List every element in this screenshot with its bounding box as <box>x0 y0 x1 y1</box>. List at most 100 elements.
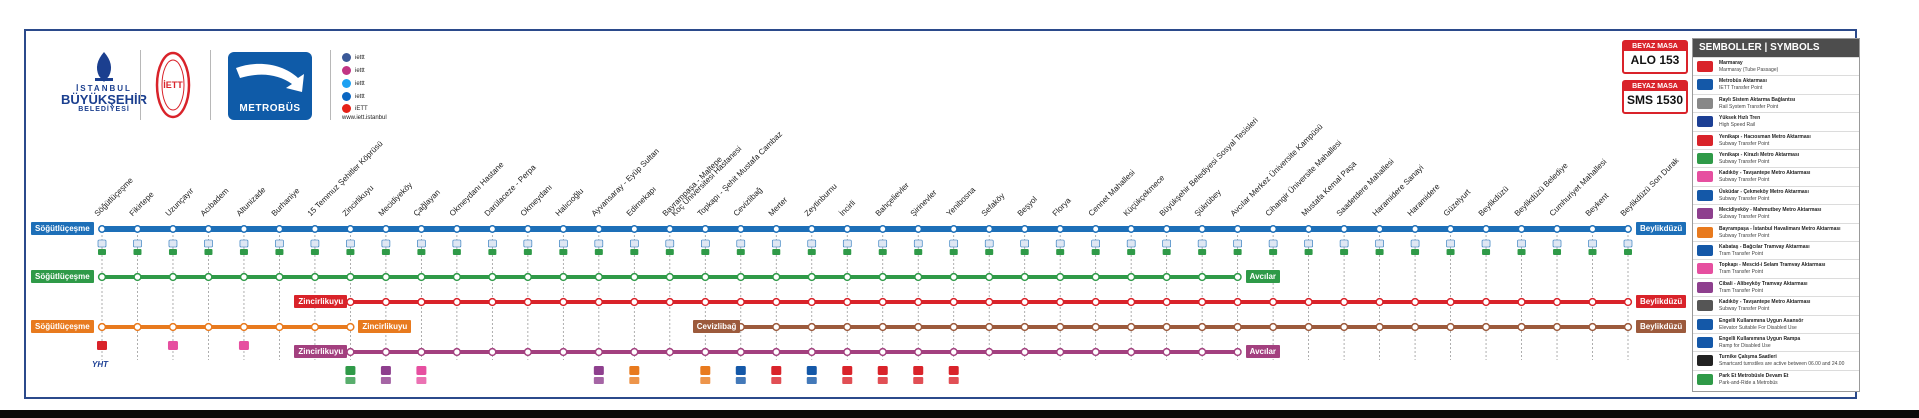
station-dot <box>1517 225 1526 233</box>
station-dot <box>772 225 781 233</box>
station-dot <box>346 322 355 332</box>
elevator-icon <box>949 239 959 248</box>
legend-symbol-icon <box>1697 61 1713 72</box>
turnstile-icon <box>239 249 248 255</box>
website-link[interactable]: www.iett.istanbul <box>342 115 387 121</box>
station-dot <box>1127 347 1136 357</box>
legend-item-name: Engelli Kullanımına Uygun Rampa <box>1719 336 1801 342</box>
metro-line-badge <box>948 377 959 384</box>
station-dot <box>1552 322 1562 332</box>
legend-item: Raylı Sistem Aktarma Bağlantısı Rail Syst… <box>1693 93 1859 113</box>
elevator-icon <box>1162 239 1171 248</box>
elevator-icon <box>97 239 107 248</box>
station-dot <box>346 225 355 233</box>
legend-symbol-icon <box>1697 281 1713 293</box>
social-linkedin[interactable]: iettt <box>342 92 365 101</box>
metrobus-logo: METROBÜS <box>228 52 312 120</box>
station-dot <box>1411 225 1420 233</box>
station-dot <box>133 272 142 282</box>
turnstile-icon <box>275 249 284 255</box>
legend-symbol-icon <box>1697 134 1713 146</box>
station-dot <box>630 347 639 357</box>
station-dot <box>1269 225 1278 233</box>
bottom-bar <box>0 410 1919 418</box>
station-dot <box>1162 225 1171 233</box>
turnstile-icon <box>1340 249 1349 255</box>
station-dot <box>452 297 462 307</box>
elevator-icon <box>1020 239 1029 248</box>
station-dot <box>807 297 816 307</box>
legend-symbol-icon <box>1697 116 1713 128</box>
elevator-icon <box>1055 239 1065 248</box>
tulip-icon <box>95 52 113 82</box>
route-orange-end-label: Zincirlikuyu <box>358 320 412 333</box>
station-dot <box>807 322 816 332</box>
turnstile-icon <box>381 249 390 255</box>
station-dot <box>701 347 710 357</box>
metro-transfer-icon <box>913 366 924 375</box>
station-dot <box>381 347 391 357</box>
legend-item: Marmaray Marmaray (Tube Passage) <box>1693 57 1859 76</box>
station-dot <box>630 225 639 233</box>
legend-item-name: Kabataş - Bağcılar Tramvay Aktarması <box>1719 244 1810 250</box>
legend-item-name: Topkapı - Mescid-i Selam Tramvay Aktarma… <box>1719 262 1826 269</box>
legend-symbol-icon <box>1697 226 1713 238</box>
elevator-icon <box>275 239 284 248</box>
station-dot <box>1375 322 1384 332</box>
station-dot <box>97 322 107 332</box>
social-twitter[interactable]: iettt <box>342 79 365 88</box>
station-dot <box>1127 322 1136 332</box>
elevator-icon <box>1481 239 1491 248</box>
route-green-start-label: Söğütlüçeşme <box>31 270 94 283</box>
legend-item-name: Raylı Sistem Aktarma Bağlantısı <box>1719 96 1796 103</box>
legend-item-name: Üsküdar - Çekmeköy Metro Aktarması <box>1719 188 1809 195</box>
legend-item-english: Subway Transfer Point <box>1719 306 1770 313</box>
station-dot <box>878 347 887 357</box>
social-youtube[interactable]: iETT <box>342 104 368 113</box>
instagram-icon <box>342 66 351 75</box>
station-dot <box>417 297 426 307</box>
station-dot <box>1127 272 1136 282</box>
station-dot <box>523 272 533 282</box>
elevator-icon <box>310 239 320 248</box>
metro-transfer-icon <box>380 366 391 375</box>
legend-item: Bayrampaşa - İstanbul Havalimanı Metro A… <box>1693 222 1859 242</box>
turnstile-icon <box>1553 249 1562 255</box>
legend-item: Engelli Kullanımına Uygun Rampa Ramp for … <box>1693 333 1859 352</box>
station-dot <box>736 297 745 307</box>
station-dot <box>1020 322 1029 332</box>
turnstile-icon <box>1091 249 1100 255</box>
station-dot <box>1127 225 1136 233</box>
legend-symbol-icon <box>1697 171 1713 183</box>
legend-symbol-icon <box>1697 355 1713 367</box>
elevator-icon <box>1233 239 1242 248</box>
legend-item-name: Park Et Metrobüsle Devam Et <box>1719 372 1789 379</box>
metro-transfer-icon <box>842 366 853 375</box>
station-dot <box>878 297 887 307</box>
turnstile-icon <box>1446 249 1455 255</box>
turnstile-icon <box>630 249 639 255</box>
route-red-start-label: Zincirlikuyu <box>294 295 348 308</box>
station-dot <box>1091 347 1100 357</box>
station-dot <box>843 322 852 332</box>
station-dot <box>417 272 426 282</box>
station-dot <box>417 225 426 233</box>
route-magenta-end-label: Avcılar <box>1245 345 1281 358</box>
route-main-start-label: Söğütlüçeşme <box>31 222 94 235</box>
station-dot <box>1624 225 1632 233</box>
station-dot <box>1020 225 1029 233</box>
legend-item-english: Subway Transfer Point <box>1719 195 1770 202</box>
turnstile-icon <box>488 249 497 255</box>
social-instagram[interactable]: iettt <box>342 66 365 75</box>
station-dot <box>1268 297 1278 307</box>
legend-symbol-icon <box>1697 337 1713 348</box>
legend-item-name: Yenikapı - Kirazlı Metro Aktarması <box>1719 152 1800 158</box>
station-dot <box>1197 272 1207 282</box>
legend-item: Üsküdar - Çekmeköy Metro Aktarması Subway… <box>1693 185 1859 205</box>
legend-item-name: Marmaray <box>1719 60 1743 66</box>
station-dot <box>523 347 533 357</box>
station-dot <box>736 225 745 233</box>
station-dot <box>1056 225 1065 233</box>
social-facebook[interactable]: iettt <box>342 53 365 62</box>
station-dot <box>843 225 852 233</box>
